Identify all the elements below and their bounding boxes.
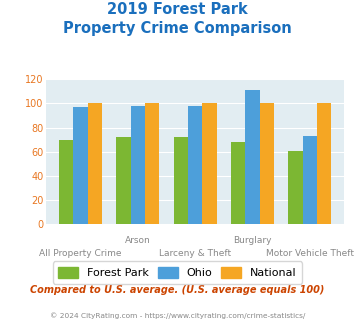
Bar [202, 103, 217, 224]
Text: 2019 Forest Park: 2019 Forest Park [107, 2, 248, 16]
Bar [317, 103, 332, 224]
Bar [260, 103, 274, 224]
Bar [131, 106, 145, 224]
Text: Property Crime Comparison: Property Crime Comparison [63, 21, 292, 36]
Text: Arson: Arson [125, 236, 151, 245]
Bar [288, 150, 303, 224]
Bar [245, 90, 260, 224]
Bar [116, 137, 131, 224]
Bar [174, 137, 188, 224]
Text: Burglary: Burglary [233, 236, 272, 245]
Bar [59, 140, 73, 224]
Text: Motor Vehicle Theft: Motor Vehicle Theft [266, 249, 354, 258]
Bar [303, 136, 317, 224]
Legend: Forest Park, Ohio, National: Forest Park, Ohio, National [53, 261, 302, 283]
Text: All Property Crime: All Property Crime [39, 249, 122, 258]
Text: Compared to U.S. average. (U.S. average equals 100): Compared to U.S. average. (U.S. average … [30, 285, 325, 295]
Bar [231, 142, 245, 224]
Bar [188, 106, 202, 224]
Bar [73, 107, 88, 224]
Text: © 2024 CityRating.com - https://www.cityrating.com/crime-statistics/: © 2024 CityRating.com - https://www.city… [50, 312, 305, 318]
Bar [88, 103, 102, 224]
Bar [145, 103, 159, 224]
Text: Larceny & Theft: Larceny & Theft [159, 249, 231, 258]
